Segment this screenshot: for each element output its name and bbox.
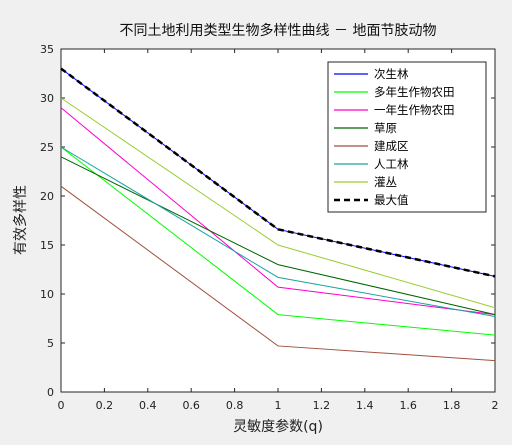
x-tick-label: 0.2 bbox=[96, 399, 114, 412]
axis-ticks: 0 0.2 0.4 0.6 0.8 1 1.2 1.4 1.6 1.8 20510152025303… bbox=[40, 43, 499, 412]
x-tick-label: 1 bbox=[275, 399, 282, 412]
y-axis-title: 有效多样性 bbox=[12, 185, 29, 255]
series-line-7 bbox=[60, 67, 496, 278]
legend-label: 一年生作物农田 bbox=[374, 103, 455, 117]
y-tick-label: 10 bbox=[40, 288, 54, 301]
legend-label: 建成区 bbox=[374, 139, 409, 153]
series-line-4 bbox=[60, 185, 496, 362]
legend-label: 灌丛 bbox=[374, 175, 397, 189]
series-line-3 bbox=[60, 156, 496, 316]
x-tick-label: 0.6 bbox=[182, 399, 200, 412]
legend-label: 草原 bbox=[374, 121, 397, 135]
series-line-2 bbox=[60, 107, 496, 316]
legend-label: 多年生作物农田 bbox=[374, 85, 455, 99]
legend-label: 人工林 bbox=[374, 157, 409, 171]
x-tick-label: 0.4 bbox=[139, 399, 157, 412]
x-tick-label: 0 bbox=[58, 399, 65, 412]
x-axis-title: 灵敏度参数(q) bbox=[233, 418, 323, 435]
x-tick-label: 1.8 bbox=[443, 399, 461, 412]
x-tick-label: 1.4 bbox=[356, 399, 374, 412]
legend-label: 次生林 bbox=[374, 67, 409, 81]
legend-box bbox=[327, 61, 487, 213]
series-line-5 bbox=[60, 146, 496, 318]
x-tick-label: 0.8 bbox=[226, 399, 244, 412]
y-tick-label: 15 bbox=[40, 239, 54, 252]
y-tick-label: 30 bbox=[40, 92, 54, 105]
series-line-1 bbox=[60, 146, 496, 336]
y-tick-label: 35 bbox=[40, 43, 54, 56]
x-tick-label: 1.2 bbox=[313, 399, 331, 412]
y-tick-label: 20 bbox=[40, 190, 54, 203]
x-tick-label: 2 bbox=[492, 399, 499, 412]
legend-label: 最大值 bbox=[374, 193, 409, 207]
series-lines bbox=[60, 67, 496, 362]
y-tick-label: 5 bbox=[47, 337, 54, 350]
series-line-6 bbox=[60, 97, 496, 309]
x-tick-label: 1.6 bbox=[399, 399, 417, 412]
chart-title: 不同土地利用类型生物多样性曲线 － 地面节肢动物 bbox=[120, 22, 437, 39]
y-tick-label: 25 bbox=[40, 141, 54, 154]
y-tick-label: 0 bbox=[47, 386, 54, 399]
